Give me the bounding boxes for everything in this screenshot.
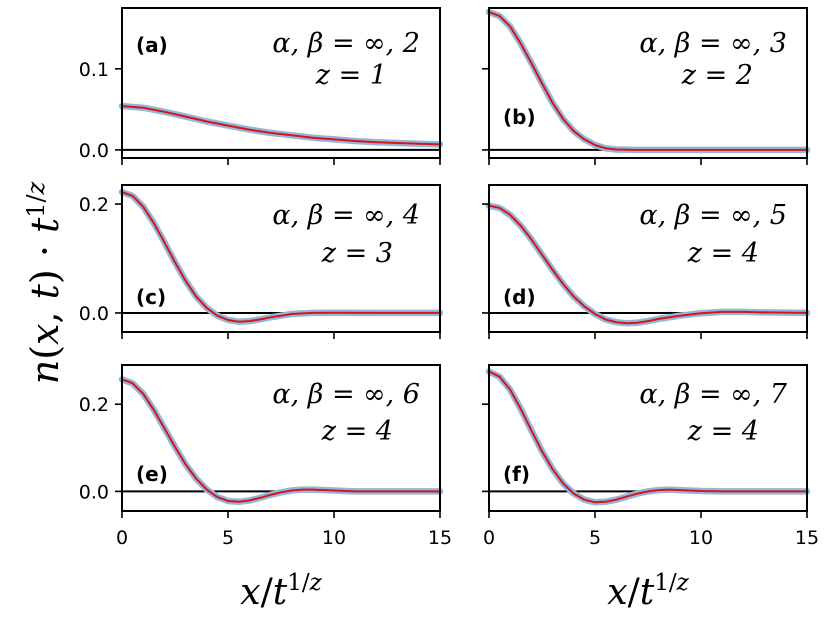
x-tick-label: 10 — [689, 527, 713, 549]
panel-label: (c) — [136, 285, 166, 309]
panel-params: α, β = ∞, 5 — [639, 200, 787, 231]
x-tick-label: 15 — [428, 527, 452, 549]
x-axis-label-left: x/t1/z — [240, 570, 322, 613]
panel-frame — [121, 364, 441, 512]
x-axis-label-right: x/t1/z — [607, 570, 689, 613]
panel-label: (d) — [503, 285, 536, 309]
panel-f: 0 5 10 15 (f) α, β = ∞, 7 z = 4 — [482, 364, 819, 549]
curve-thin-red — [121, 191, 441, 323]
panel-z-value: z = 4 — [687, 238, 759, 269]
panel-a: 0.0 0.1 (a) α, β = ∞, 2z = 1 — [79, 7, 444, 165]
y-tick-label: 0.2 — [79, 194, 109, 216]
x-tick-label: 5 — [222, 527, 234, 549]
y-tick-label: 0.0 — [79, 481, 109, 503]
panel-label: (a) — [136, 33, 168, 57]
panel-frame — [121, 184, 441, 333]
panel-frame — [488, 7, 808, 159]
x-tick-label: 0 — [483, 527, 495, 549]
panel-z-value: z = 4 — [687, 416, 759, 447]
panel-z-value: z = 3 — [321, 238, 393, 269]
x-tick-label: 0 — [116, 527, 128, 549]
curve-thick-blue — [118, 102, 444, 148]
y-tick-label: 0.2 — [79, 394, 109, 416]
curve-thin-red — [121, 105, 441, 146]
y-tick-label: 0.1 — [79, 59, 109, 81]
curve-thin-red — [488, 11, 808, 151]
curve-thin-red — [121, 378, 441, 503]
panel-e: 0.0 0.2 0 5 10 15 (e) α, β = ∞, 6 z = 4 — [79, 364, 452, 549]
panel-frame — [488, 364, 808, 512]
panel-params: α, β = ∞, 3 — [639, 28, 787, 59]
panel-params: α, β = ∞, 4 — [272, 200, 420, 231]
panel-frame — [488, 184, 808, 333]
panel-b: (b) α, β = ∞, 3z = 2 — [482, 7, 811, 165]
y-axis-label: n(x, t) · t1/z — [22, 181, 67, 384]
curve-thin-red — [488, 204, 808, 325]
panel-label: (b) — [503, 105, 536, 129]
panel-params: α, β = ∞, 6 — [272, 379, 420, 410]
panel-z-value: z = 1 — [315, 60, 387, 91]
panel-frame — [121, 7, 441, 159]
y-tick-label: 0.0 — [79, 303, 109, 325]
x-tick-label: 15 — [795, 527, 819, 549]
x-tick-label: 5 — [589, 527, 601, 549]
panel-label: (f) — [503, 462, 530, 486]
y-tick-label: 0.0 — [79, 140, 109, 162]
panel-z-value: z = 4 — [321, 416, 393, 447]
panel-c: 0.0 0.2 (c) α, β = ∞, 4 z = 3 — [79, 184, 444, 339]
panels-layer: 0.00.1(a) α, β = ∞, 2z = 1(b)α, β = ∞, 3z… — [79, 7, 819, 549]
panel-d: (d) α, β = ∞, 5 z = 4 — [482, 184, 811, 339]
panel-z-value: z = 2 — [681, 60, 753, 91]
curve-thin-red — [488, 370, 808, 504]
panel-params: α, β = ∞, 2 — [272, 28, 420, 59]
x-tick-label: 10 — [322, 527, 346, 549]
panel-params: α, β = ∞, 7 — [639, 379, 787, 410]
panel-label: (e) — [136, 462, 168, 486]
